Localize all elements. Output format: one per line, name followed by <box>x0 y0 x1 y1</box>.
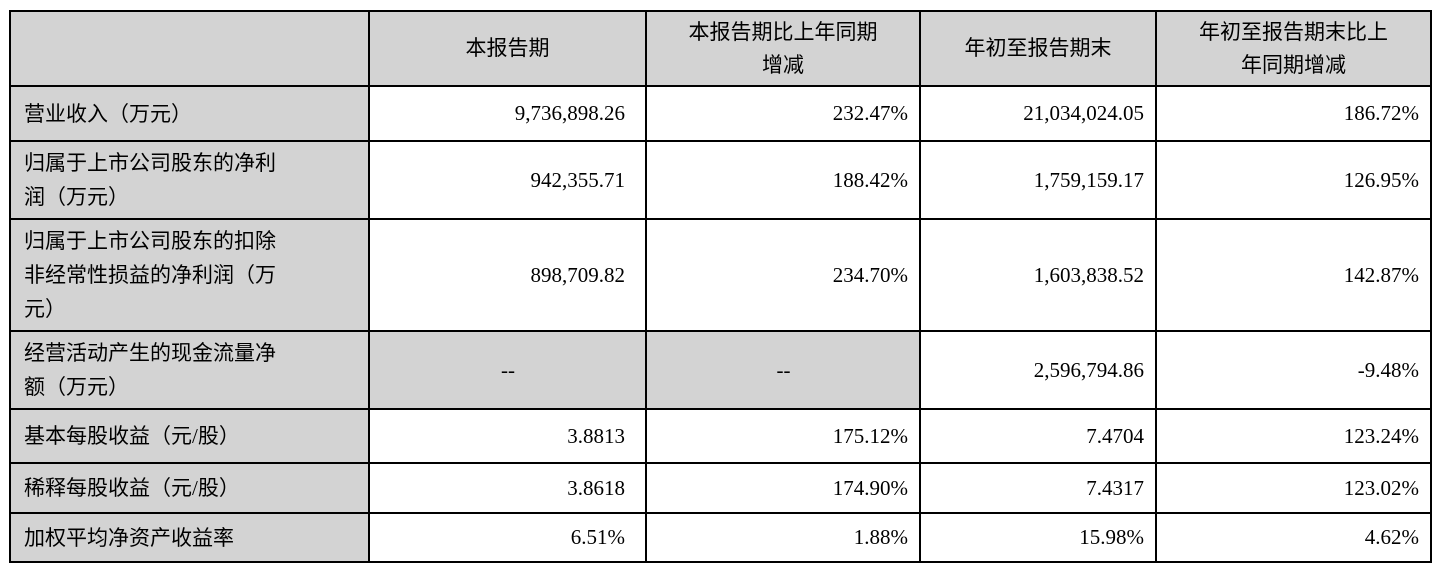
cell-value: 15.98% <box>919 512 1157 563</box>
header-cell-current-period: 本报告期 <box>368 9 647 88</box>
header-row: 本报告期 本报告期比上年同期 增减 年初至报告期末 年初至报告期末比上 年同期增… <box>9 9 1432 88</box>
table-row-revenue: 营业收入（万元） 9,736,898.26 232.47% 21,034,024… <box>9 85 1432 143</box>
cell-value: 1,759,159.17 <box>919 140 1157 221</box>
cell-value: 174.90% <box>645 462 921 515</box>
cell-value: 7.4317 <box>919 462 1157 515</box>
table-row-operating-cash-flow: 经营活动产生的现金流量净 额（万元） -- -- 2,596,794.86 -9… <box>9 330 1432 411</box>
cell-placeholder: -- <box>645 330 921 411</box>
row-label: 加权平均净资产收益率 <box>9 512 370 563</box>
cell-value: 2,596,794.86 <box>919 330 1157 411</box>
cell-value: 1,603,838.52 <box>919 218 1157 333</box>
header-cell-ytd-yoy: 年初至报告期末比上 年同期增减 <box>1155 9 1432 88</box>
header-cell-blank <box>9 9 370 88</box>
table-row-weighted-avg-roe: 加权平均净资产收益率 6.51% 1.88% 15.98% 4.62% <box>9 512 1432 563</box>
cell-value: 9,736,898.26 <box>368 85 647 143</box>
row-label: 营业收入（万元） <box>9 85 370 143</box>
cell-value: 126.95% <box>1155 140 1432 221</box>
cell-placeholder: -- <box>368 330 647 411</box>
cell-value: 232.47% <box>645 85 921 143</box>
table-row-net-profit: 归属于上市公司股东的净利 润（万元） 942,355.71 188.42% 1,… <box>9 140 1432 221</box>
row-label: 归属于上市公司股东的扣除 非经常性损益的净利润（万 元） <box>9 218 370 333</box>
financial-summary-table: 本报告期 本报告期比上年同期 增减 年初至报告期末 年初至报告期末比上 年同期增… <box>9 9 1432 563</box>
table-row-diluted-eps: 稀释每股收益（元/股） 3.8618 174.90% 7.4317 123.02… <box>9 462 1432 515</box>
cell-value: 1.88% <box>645 512 921 563</box>
cell-value: 942,355.71 <box>368 140 647 221</box>
row-label: 经营活动产生的现金流量净 额（万元） <box>9 330 370 411</box>
cell-value: 3.8618 <box>368 462 647 515</box>
table-row-basic-eps: 基本每股收益（元/股） 3.8813 175.12% 7.4704 123.24… <box>9 408 1432 465</box>
cell-value: 3.8813 <box>368 408 647 465</box>
row-label: 归属于上市公司股东的净利 润（万元） <box>9 140 370 221</box>
cell-value: 186.72% <box>1155 85 1432 143</box>
cell-value: 175.12% <box>645 408 921 465</box>
row-label: 基本每股收益（元/股） <box>9 408 370 465</box>
header-cell-ytd: 年初至报告期末 <box>919 9 1157 88</box>
cell-value: 123.24% <box>1155 408 1432 465</box>
header-cell-current-period-yoy: 本报告期比上年同期 增减 <box>645 9 921 88</box>
cell-value: 188.42% <box>645 140 921 221</box>
cell-value: 142.87% <box>1155 218 1432 333</box>
cell-value: 898,709.82 <box>368 218 647 333</box>
cell-value: 7.4704 <box>919 408 1157 465</box>
row-label: 稀释每股收益（元/股） <box>9 462 370 515</box>
cell-value: 4.62% <box>1155 512 1432 563</box>
cell-value: 234.70% <box>645 218 921 333</box>
cell-value: 123.02% <box>1155 462 1432 515</box>
cell-value: 21,034,024.05 <box>919 85 1157 143</box>
cell-value: 6.51% <box>368 512 647 563</box>
cell-value: -9.48% <box>1155 330 1432 411</box>
table-row-net-profit-excl-nonrecurring: 归属于上市公司股东的扣除 非经常性损益的净利润（万 元） 898,709.82 … <box>9 218 1432 333</box>
